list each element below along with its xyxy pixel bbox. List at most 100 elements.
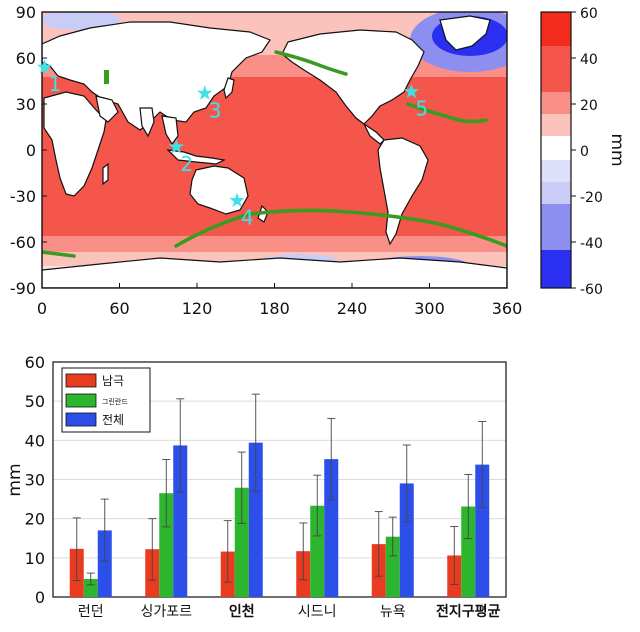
cb-neg20-neg40 xyxy=(541,204,571,250)
colorbar: 60 40 20 0 -20 -40 -60 mm xyxy=(540,6,627,298)
cb-20-10 xyxy=(541,92,571,114)
bar-total xyxy=(475,464,490,597)
bar-y-axis-label: mm xyxy=(5,463,25,496)
site-number-label: 1 xyxy=(49,72,62,96)
colorbar-unit-label: mm xyxy=(607,133,627,166)
colorbar-tick-label: 60 xyxy=(580,6,598,22)
contour-south-indian xyxy=(42,250,76,258)
sea-level-field xyxy=(42,12,507,288)
category-label: 시드니 xyxy=(298,604,337,620)
legend: 남극 그린란드 전체 xyxy=(61,367,151,433)
land-north-america xyxy=(281,29,425,125)
bar-greenland xyxy=(234,487,249,597)
error-bars xyxy=(72,393,487,586)
category-label: 인천 xyxy=(229,603,255,620)
legend-label-total: 전체 xyxy=(102,413,124,427)
land-central-america xyxy=(362,122,385,145)
bar-y-tick-label: 0 xyxy=(35,588,45,607)
colorbar-ticks: 60 40 20 0 -20 -40 -60 xyxy=(571,6,603,298)
land-madagascar xyxy=(102,162,109,186)
land-australia xyxy=(189,165,249,215)
star-icon xyxy=(197,85,213,100)
land-southeast-asia xyxy=(161,115,179,146)
category-label: 런던 xyxy=(78,604,104,620)
site-number-label: 4 xyxy=(241,206,254,230)
zero-contours xyxy=(42,50,507,258)
field-arctic-blue xyxy=(42,12,120,30)
map-x-tick-label: 60 xyxy=(109,299,129,318)
land-eurasia xyxy=(42,21,271,131)
contour-north-pacific xyxy=(274,50,348,76)
star-icon xyxy=(403,83,419,99)
land-greenland xyxy=(439,15,491,51)
bar-total xyxy=(248,442,263,597)
cb-neg40-neg60 xyxy=(541,250,571,288)
star-icon xyxy=(168,138,184,154)
bar-chart-frame xyxy=(52,361,507,598)
star-icon xyxy=(37,59,53,74)
map-x-tick-label: 180 xyxy=(259,299,290,318)
legend-swatch-total xyxy=(65,412,97,427)
legend-swatch-antarctic xyxy=(65,373,97,388)
colorbar-tick-label: -40 xyxy=(580,236,603,252)
cb-0-neg10 xyxy=(541,160,571,182)
star-icon xyxy=(229,192,245,208)
category-label: 전지구평균 xyxy=(436,603,501,620)
bar-y-tick-label: 40 xyxy=(25,431,45,450)
legend-label-antarctic: 남극 xyxy=(102,374,124,388)
cb-60-40 xyxy=(541,12,571,46)
bar-y-tick-label: 50 xyxy=(25,392,45,411)
bar-greenland xyxy=(461,506,476,597)
bar-chart-panel: 0 10 20 30 40 50 60 mm 런던 싱가포르 인천 시드니 뉴욕 전지구평균 남극 그… xyxy=(5,353,507,620)
category-label: 뉴욕 xyxy=(380,604,406,620)
legend-swatch-greenland xyxy=(65,393,97,408)
cb-zero xyxy=(541,136,571,160)
bar-total xyxy=(97,530,112,597)
cb-neg10-neg20 xyxy=(541,182,571,204)
colorbar-tick-label: -20 xyxy=(580,190,603,206)
map-y-tick-label: 90 xyxy=(16,3,36,22)
map-x-tick-label: 0 xyxy=(37,299,47,318)
land-antarctica xyxy=(42,257,507,288)
bar-greenland xyxy=(159,493,174,597)
bar-total xyxy=(173,445,188,597)
bar-total xyxy=(399,483,414,597)
map-x-tick-label: 300 xyxy=(414,299,445,318)
caspian-marker xyxy=(104,70,109,84)
legend-label-greenland: 그린란드 xyxy=(102,397,128,406)
land-africa xyxy=(43,91,107,197)
site-number-label: 3 xyxy=(209,98,222,122)
bar-y-tick-label: 20 xyxy=(25,510,45,529)
colorbar-tick-label: 40 xyxy=(580,52,598,68)
land-arabia xyxy=(95,95,119,123)
category-labels: 런던 싱가포르 인천 시드니 뉴욕 전지구평균 xyxy=(78,603,501,620)
contour-north-atlantic xyxy=(406,102,488,124)
land-india xyxy=(139,107,155,138)
bar-greenland xyxy=(310,505,325,597)
bar-series xyxy=(69,442,490,597)
map-y-tick-label: 30 xyxy=(16,95,36,114)
map-y-tick-label: -90 xyxy=(10,279,36,298)
map-x-tick-label: 120 xyxy=(182,299,213,318)
colorbar-tick-label: -60 xyxy=(580,282,603,298)
bar-y-tick-label: 30 xyxy=(25,471,45,490)
map-y-tick-label: 60 xyxy=(16,49,36,68)
category-label: 싱가포르 xyxy=(140,604,192,620)
land-japan xyxy=(223,77,235,100)
map-x-tick-label: 240 xyxy=(337,299,368,318)
bar-greenland xyxy=(385,536,400,597)
land-indonesia xyxy=(166,149,226,165)
colorbar-tick-label: 0 xyxy=(580,144,589,160)
map-y-tick-label: -60 xyxy=(10,233,36,252)
map-y-tick-label: 0 xyxy=(26,141,36,160)
map-x-tick-label: 360 xyxy=(492,299,523,318)
bar-y-tick-label: 10 xyxy=(25,549,45,568)
cb-10-0 xyxy=(541,114,571,136)
map-y-tick-label: -30 xyxy=(10,187,36,206)
colorbar-tick-label: 20 xyxy=(580,98,598,114)
bar-greenland xyxy=(83,578,98,597)
site-number-label: 2 xyxy=(180,152,193,176)
